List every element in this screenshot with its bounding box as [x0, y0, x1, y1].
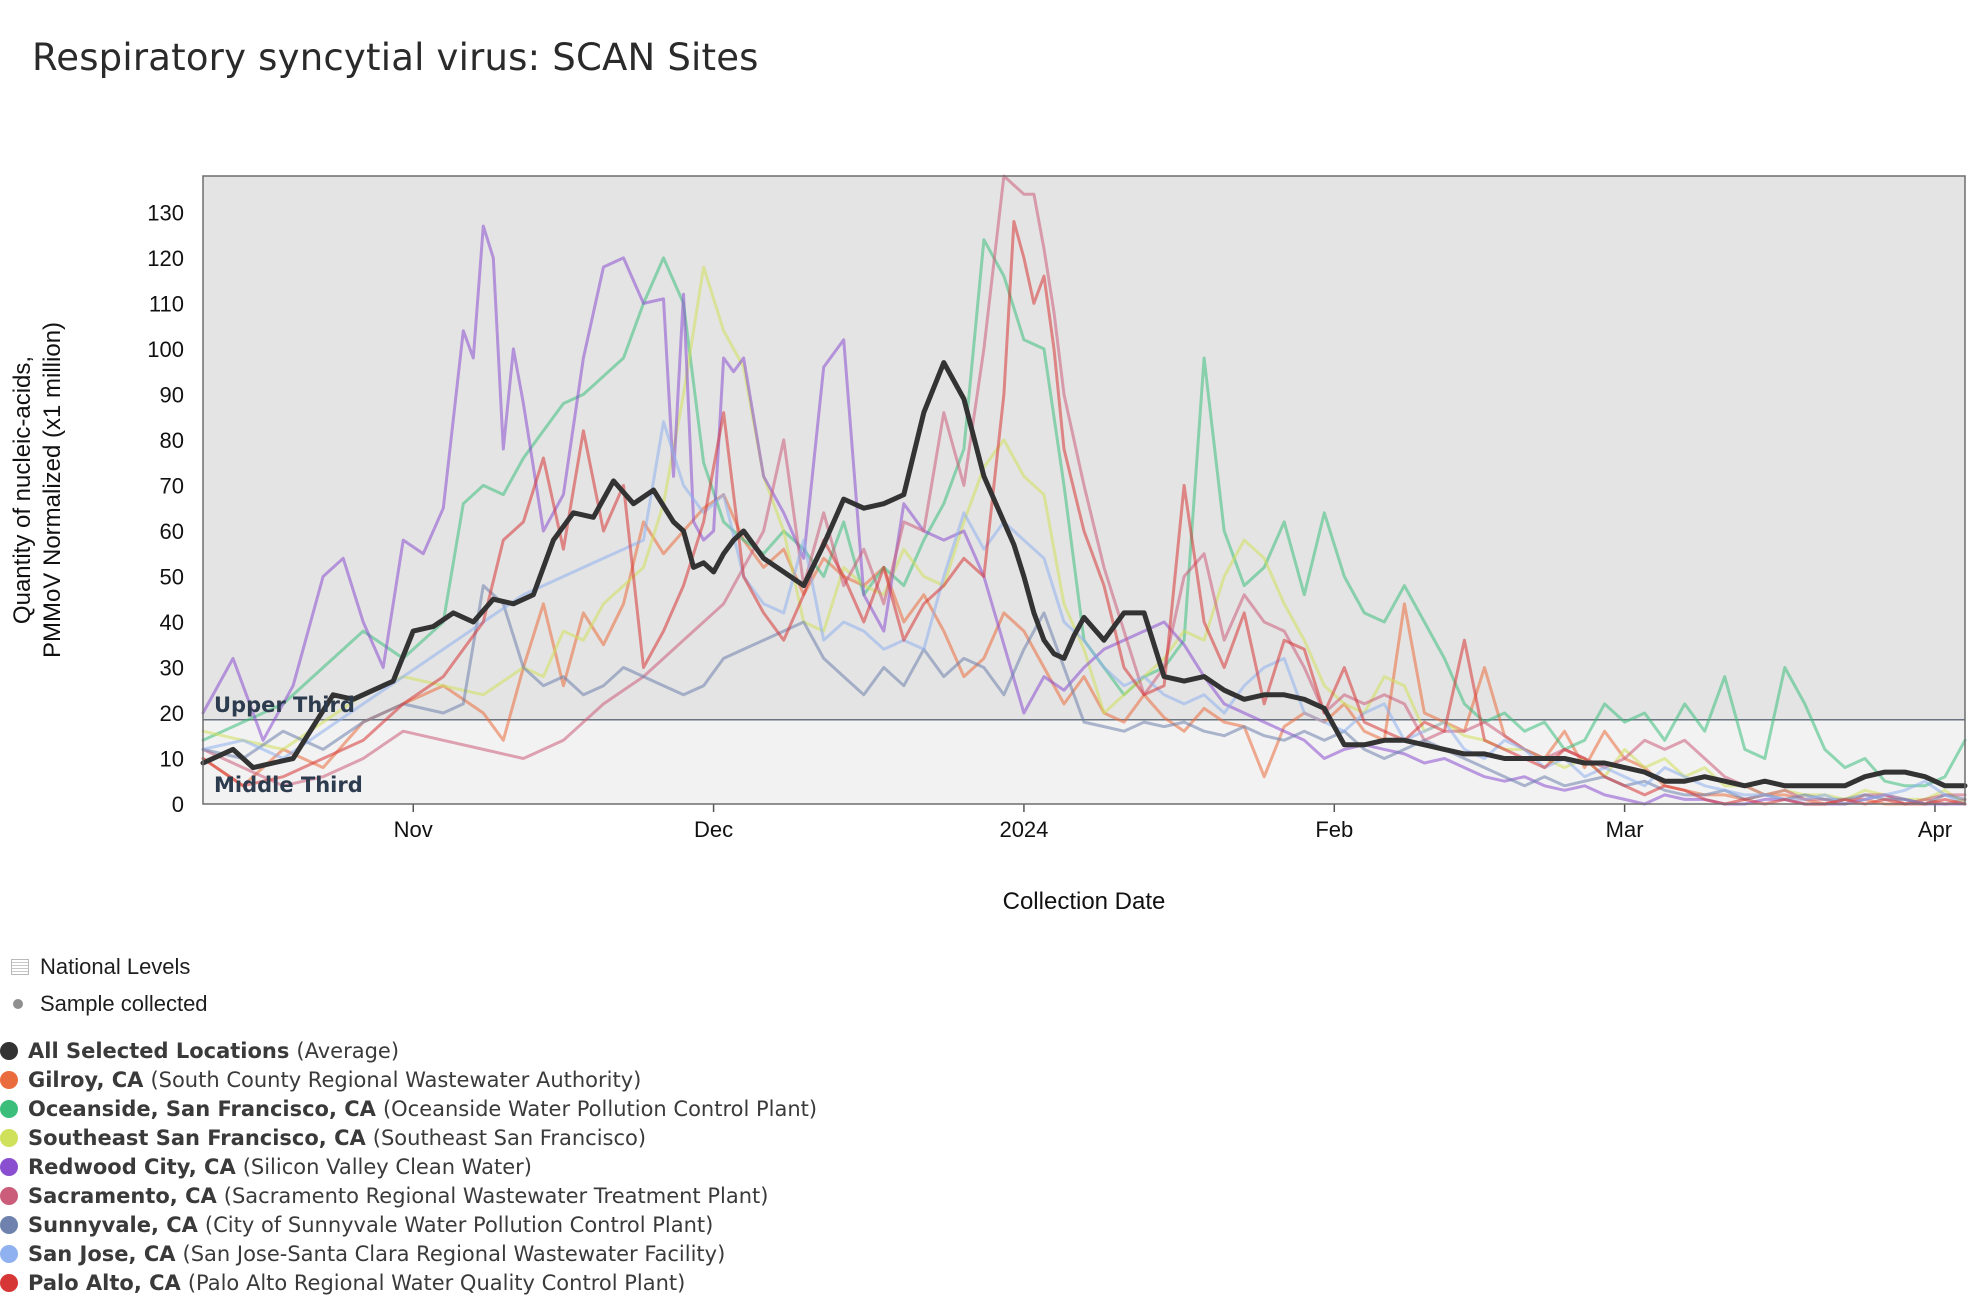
- x-tick-label: Apr: [1918, 817, 1952, 842]
- legend-item[interactable]: Palo Alto, CA (Palo Alto Regional Water Q…: [0, 1268, 1000, 1297]
- series-line-all-selected-locations[interactable]: [200, 360, 1968, 789]
- y-tick-label: 80: [160, 428, 184, 453]
- x-tick-label: 2024: [999, 817, 1048, 842]
- legend-site-name: (Sacramento Regional Wastewater Treatmen…: [223, 1183, 769, 1208]
- legend-national-levels-label: National Levels: [40, 953, 191, 979]
- dot-icon: [13, 998, 23, 1009]
- y-tick-label: 40: [160, 610, 184, 635]
- series-line-palo-alto-ca[interactable]: [201, 220, 1967, 806]
- legend-site-name: (Oceanside Water Pollution Control Plant…: [382, 1096, 818, 1121]
- legend-location-name: Sunnyvale, CA: [28, 1212, 198, 1237]
- legend-site-name: (South County Regional Wastewater Author…: [150, 1067, 642, 1092]
- legend-item[interactable]: All Selected Locations (Average): [0, 1036, 1000, 1065]
- series-legend: All Selected Locations (Average) Gilroy, C…: [0, 1036, 1000, 1297]
- y-axis-title-line1: Quantity of nucleic-acids,: [9, 356, 36, 624]
- y-tick-label: 0: [172, 792, 184, 817]
- y-tick-label: 110: [149, 291, 184, 316]
- legend-site-name: (Southeast San Francisco): [372, 1125, 647, 1150]
- legend-location-name: San Jose, CA: [28, 1241, 176, 1266]
- legend-site-name: (Palo Alto Regional Water Quality Contro…: [187, 1270, 686, 1295]
- series-line-san-jose-ca[interactable]: [201, 420, 1967, 806]
- chart-title: Respiratory syncytial virus: SCAN Sites: [32, 36, 759, 79]
- legend-item[interactable]: Sacramento, CA (Sacramento Regional Waste…: [0, 1181, 1000, 1210]
- series-line-gilroy-ca[interactable]: [201, 493, 1967, 806]
- series-line-redwood-city-ca[interactable]: [201, 224, 1967, 806]
- legend-location-name: All Selected Locations: [28, 1038, 290, 1063]
- legend-site-name: (Silicon Valley Clean Water): [242, 1154, 532, 1179]
- legend-item[interactable]: Gilroy, CA (South County Regional Wastewa…: [0, 1065, 1000, 1094]
- band-1: [203, 719, 1965, 804]
- y-tick-label: 90: [160, 382, 184, 407]
- legend-swatch-icon: [0, 1186, 18, 1205]
- legend-location-name: Gilroy, CA: [28, 1067, 144, 1092]
- y-tick-label: 130: [147, 200, 184, 225]
- legend-location-name: Palo Alto, CA: [28, 1270, 181, 1295]
- hatched-box-icon: [11, 958, 29, 975]
- legend-location-name: Oceanside, San Francisco, CA: [28, 1096, 376, 1121]
- legend-site-name: (City of Sunnyvale Water Pollution Contr…: [204, 1212, 714, 1237]
- legend-swatch-icon: [0, 1099, 18, 1118]
- y-tick-label: 50: [160, 564, 184, 589]
- legend-swatch-icon: [0, 1215, 18, 1234]
- y-axis-title-line2: PMMoV Normalized (x1 million): [39, 322, 66, 658]
- legend-item[interactable]: Oceanside, San Francisco, CA (Oceanside W…: [0, 1094, 1000, 1123]
- band-label-middle: Middle Third: [214, 773, 363, 797]
- series-layer: [200, 174, 1968, 806]
- legend-item[interactable]: Sunnyvale, CA (City of Sunnyvale Water Po…: [0, 1210, 1000, 1239]
- series-line-sacramento-ca[interactable]: [201, 174, 1967, 806]
- legend-item[interactable]: Redwood City, CA (Silicon Valley Clean Wa…: [0, 1152, 1000, 1181]
- legend-swatch-icon: [0, 1244, 18, 1263]
- y-tick-label: 30: [160, 655, 184, 680]
- legend-swatch-icon: [0, 1070, 18, 1089]
- y-tick-label: 10: [160, 746, 184, 771]
- plot-border: [202, 175, 1966, 805]
- x-tick-label: Mar: [1606, 817, 1644, 842]
- band-label-upper: Upper Third: [214, 693, 355, 717]
- x-axis-title: Collection Date: [1003, 888, 1166, 915]
- legend-swatch-icon: [0, 1157, 18, 1176]
- band-labels: Upper Third Middle Third: [214, 693, 363, 797]
- legend-item[interactable]: San Jose, CA (San Jose-Santa Clara Region…: [0, 1239, 1000, 1268]
- legend-national-levels[interactable]: National Levels: [0, 948, 1000, 985]
- x-tick-label: Dec: [694, 817, 733, 842]
- axis-ticks: 0 10 20 30 40 50 60 70 80 90 100 110 120 130 Nov Dec 202…: [147, 200, 1952, 842]
- y-tick-label: 120: [147, 246, 184, 271]
- y-tick-label: 100: [147, 337, 184, 362]
- legend-swatch-icon: [0, 1128, 18, 1147]
- legend-swatch-icon: [0, 1273, 18, 1292]
- legend-location-name: Southeast San Francisco, CA: [28, 1125, 366, 1150]
- series-line-southeast-san-francisco-ca[interactable]: [201, 265, 1967, 806]
- y-tick-label: 20: [160, 701, 184, 726]
- y-tick-label: 70: [160, 473, 184, 498]
- legend-location-name: Sacramento, CA: [28, 1183, 217, 1208]
- legend-sample-collected[interactable]: Sample collected: [0, 985, 1000, 1022]
- legend-swatch-icon: [0, 1041, 18, 1060]
- chart-svg: 0 10 20 30 40 50 60 70 80 90 100 110 120 130 Nov Dec 202…: [9, 174, 1968, 915]
- legend-sample-collected-label: Sample collected: [40, 990, 208, 1016]
- legend: National Levels Sample collected All Sel…: [0, 948, 1000, 1297]
- x-tick-label: Feb: [1315, 817, 1353, 842]
- legend-site-name: (San Jose-Santa Clara Regional Wastewate…: [182, 1241, 726, 1266]
- legend-site-name: (Average): [296, 1038, 400, 1063]
- legend-location-name: Redwood City, CA: [28, 1154, 236, 1179]
- x-tick-label: Nov: [394, 817, 433, 842]
- y-tick-label: 60: [160, 519, 184, 544]
- legend-item[interactable]: Southeast San Francisco, CA (Southeast Sa…: [0, 1123, 1000, 1152]
